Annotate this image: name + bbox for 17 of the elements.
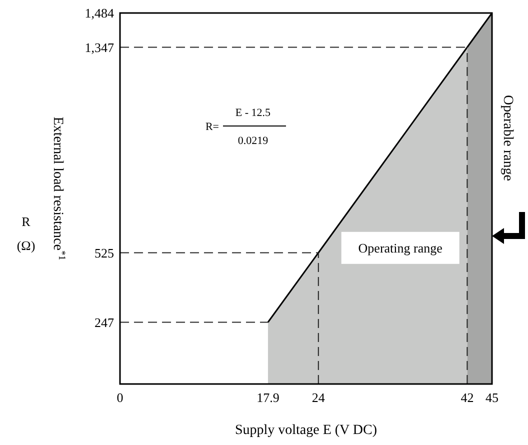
x-tick-label: 42	[460, 390, 474, 405]
y-tick-label: 1,347	[84, 40, 114, 55]
text: (Ω)	[16, 238, 36, 253]
annotation: 0.0219	[238, 135, 269, 147]
x-axis-title: Supply voltage E (V DC)	[234, 423, 378, 438]
text: R	[22, 214, 31, 229]
x-tick-label: 45	[486, 390, 498, 405]
annotation: R=	[205, 120, 219, 133]
series-label: Operating range	[358, 240, 443, 256]
y-tick-label: 1,484	[84, 6, 114, 21]
y-tick-label: 525	[94, 245, 114, 260]
x-tick-label: 24	[312, 390, 326, 405]
y-tick-label: 247	[94, 314, 114, 330]
annotation: E - 12.5	[235, 107, 272, 119]
x-tick-label: 17.9	[256, 390, 280, 405]
x-tick-label: 0	[116, 390, 124, 405]
text: Operable range	[500, 95, 515, 181]
